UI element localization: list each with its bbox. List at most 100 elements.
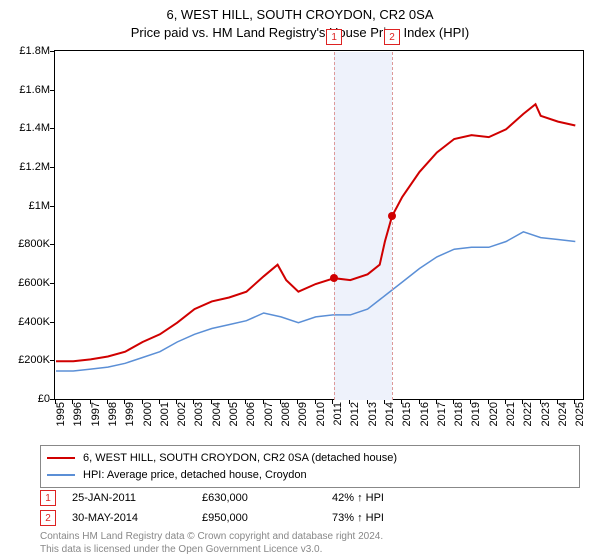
xtick-label: 2012 (349, 402, 361, 426)
xtick-mark (367, 400, 368, 404)
xtick-mark (124, 400, 125, 404)
sale-dot (330, 274, 338, 282)
sale-marker-box: 1 (326, 29, 342, 45)
sale-delta: 73% ↑ HPI (332, 512, 462, 524)
xtick-mark (297, 400, 298, 404)
sale-row: 125-JAN-2011£630,00042% ↑ HPI (40, 490, 580, 506)
xtick-label: 2024 (557, 402, 569, 426)
xtick-label: 2013 (367, 402, 379, 426)
xtick-mark (107, 400, 108, 404)
ytick-label: £1.4M (19, 122, 50, 134)
title-line1: 6, WEST HILL, SOUTH CROYDON, CR2 0SA (0, 6, 600, 24)
xtick-label: 2022 (522, 402, 534, 426)
xtick-mark (384, 400, 385, 404)
ytick-mark (50, 322, 54, 323)
ytick-label: £600K (18, 277, 50, 289)
xtick-label: 2019 (470, 402, 482, 426)
xtick-label: 2015 (401, 402, 413, 426)
xtick-mark (349, 400, 350, 404)
sale-vline (334, 52, 335, 400)
xtick-mark (574, 400, 575, 404)
ytick-label: £400K (18, 316, 50, 328)
xtick-label: 2005 (228, 402, 240, 426)
xtick-mark (193, 400, 194, 404)
legend-label: 6, WEST HILL, SOUTH CROYDON, CR2 0SA (de… (83, 450, 397, 467)
xtick-label: 2025 (574, 402, 586, 426)
sale-vline (392, 52, 393, 400)
xtick-mark (228, 400, 229, 404)
xtick-label: 2007 (263, 402, 275, 426)
ytick-label: £800K (18, 238, 50, 250)
xtick-label: 1999 (124, 402, 136, 426)
xtick-mark (470, 400, 471, 404)
xtick-label: 2003 (193, 402, 205, 426)
xtick-label: 2004 (211, 402, 223, 426)
ytick-label: £0 (38, 393, 50, 405)
ytick-mark (50, 399, 54, 400)
xtick-label: 1996 (72, 402, 84, 426)
xtick-mark (419, 400, 420, 404)
footer-line1: Contains HM Land Registry data © Crown c… (40, 530, 383, 543)
xtick-mark (176, 400, 177, 404)
chart: 12 £0£200K£400K£600K£800K£1M£1.2M£1.4M£1… (54, 50, 584, 400)
xtick-label: 2020 (488, 402, 500, 426)
ytick-label: £1.2M (19, 161, 50, 173)
ytick-mark (50, 90, 54, 91)
plot-svg (56, 52, 584, 400)
ytick-mark (50, 244, 54, 245)
legend-item: 6, WEST HILL, SOUTH CROYDON, CR2 0SA (de… (47, 450, 573, 467)
sale-marker: 1 (40, 490, 56, 506)
xtick-label: 2009 (297, 402, 309, 426)
sale-row: 230-MAY-2014£950,00073% ↑ HPI (40, 510, 580, 526)
series-property (56, 104, 575, 361)
ytick-mark (50, 283, 54, 284)
sale-price: £630,000 (202, 492, 332, 504)
ytick-mark (50, 167, 54, 168)
xtick-mark (142, 400, 143, 404)
xtick-mark (263, 400, 264, 404)
xtick-mark (522, 400, 523, 404)
legend-swatch (47, 474, 75, 476)
xtick-mark (332, 400, 333, 404)
ytick-mark (50, 360, 54, 361)
ytick-mark (50, 206, 54, 207)
xtick-mark (72, 400, 73, 404)
xtick-mark (557, 400, 558, 404)
xtick-label: 2008 (280, 402, 292, 426)
xtick-mark (436, 400, 437, 404)
plot-area: 12 (54, 50, 584, 400)
sale-price: £950,000 (202, 512, 332, 524)
xtick-label: 2002 (176, 402, 188, 426)
xtick-label: 2018 (453, 402, 465, 426)
sale-marker-box: 2 (384, 29, 400, 45)
xtick-mark (280, 400, 281, 404)
xtick-label: 2014 (384, 402, 396, 426)
xtick-label: 2010 (315, 402, 327, 426)
page-title: 6, WEST HILL, SOUTH CROYDON, CR2 0SA Pri… (0, 0, 600, 42)
xtick-label: 1997 (90, 402, 102, 426)
xtick-label: 2011 (332, 402, 344, 426)
xtick-mark (55, 400, 56, 404)
ytick-label: £1.6M (19, 84, 50, 96)
xtick-label: 2000 (142, 402, 154, 426)
xtick-mark (245, 400, 246, 404)
xtick-mark (90, 400, 91, 404)
ytick-mark (50, 128, 54, 129)
sale-dot (388, 212, 396, 220)
legend-swatch (47, 457, 75, 459)
xtick-label: 1998 (107, 402, 119, 426)
ytick-mark (50, 51, 54, 52)
xtick-mark (453, 400, 454, 404)
xtick-label: 2017 (436, 402, 448, 426)
xtick-mark (159, 400, 160, 404)
xtick-label: 2023 (540, 402, 552, 426)
legend-item: HPI: Average price, detached house, Croy… (47, 467, 573, 484)
legend-label: HPI: Average price, detached house, Croy… (83, 467, 307, 484)
ytick-label: £1M (29, 200, 50, 212)
footer: Contains HM Land Registry data © Crown c… (40, 530, 383, 556)
ytick-label: £1.8M (19, 45, 50, 57)
ytick-label: £200K (18, 354, 50, 366)
xtick-mark (315, 400, 316, 404)
xtick-mark (488, 400, 489, 404)
xtick-label: 1995 (55, 402, 67, 426)
